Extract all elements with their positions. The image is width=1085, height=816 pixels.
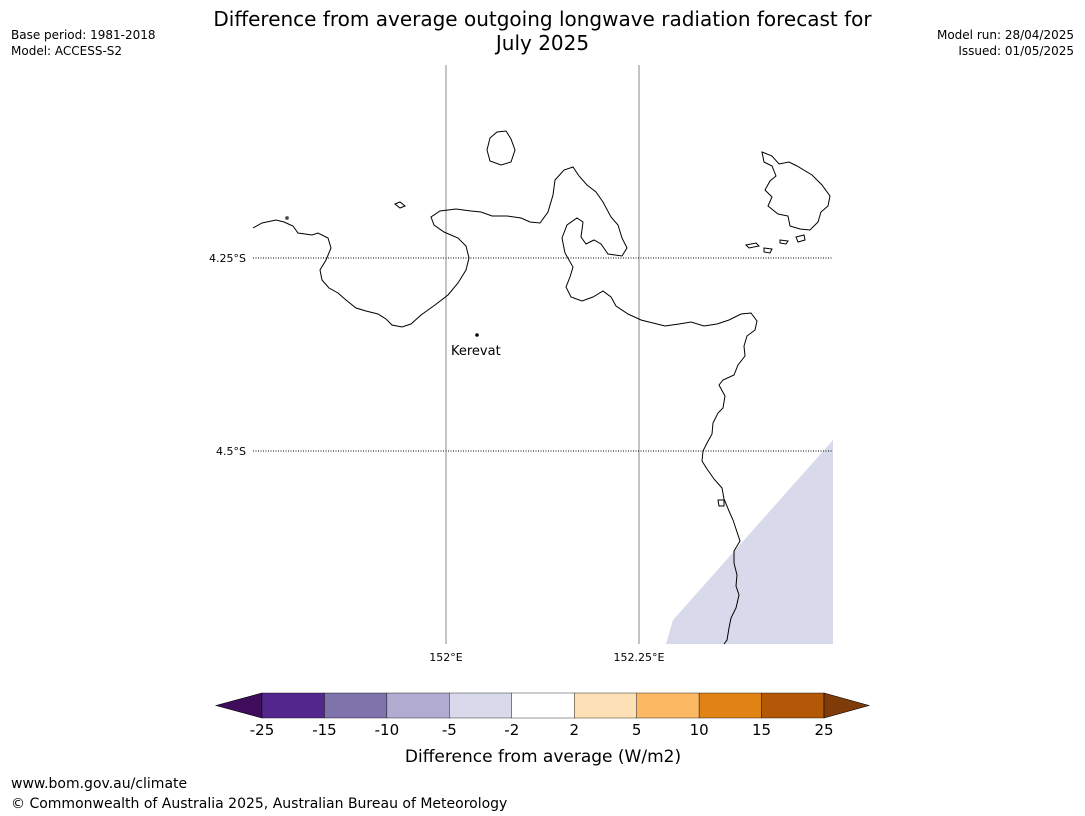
colorbar-tick-label: -15 xyxy=(312,721,337,739)
colorbar-segment xyxy=(449,692,512,719)
chart-title: Difference from average outgoing longwav… xyxy=(0,7,1085,55)
colorbar-segment xyxy=(511,692,575,719)
colorbar-segment xyxy=(261,692,325,719)
colorbar-tick-label: 15 xyxy=(752,721,771,739)
colorbar-tick-label: 5 xyxy=(632,721,642,739)
colorbar-segment xyxy=(761,692,825,719)
title-line-1: Difference from average outgoing longwav… xyxy=(213,7,872,31)
footer-url[interactable]: www.bom.gov.au/climate xyxy=(11,776,188,792)
islet-small-1 xyxy=(394,201,406,209)
model-name: Model: ACCESS-S2 xyxy=(11,44,123,58)
kerevat-label: Kerevat xyxy=(451,344,501,359)
colorbar-segment xyxy=(386,692,450,719)
kerevat-marker xyxy=(475,333,479,337)
colorbar-tick-label: 25 xyxy=(814,721,833,739)
islet-northeast-2 xyxy=(763,247,773,254)
lon-label-152: 152°E xyxy=(429,651,462,664)
lat-label-4-5: 4.5°S xyxy=(216,445,246,458)
colorbar-extend-high xyxy=(823,692,871,719)
colorbar-segment xyxy=(698,692,762,719)
metadata-left: Base period: 1981-2018 Model: ACCESS-S2 xyxy=(11,27,156,59)
coastline xyxy=(252,130,831,645)
colorbar-segment xyxy=(636,692,700,719)
colorbar-segment xyxy=(574,692,637,719)
colorbar-extend-low xyxy=(214,692,263,719)
model-run: Model run: 28/04/2025 xyxy=(936,28,1074,42)
island-northeast xyxy=(761,151,831,231)
metadata-right: Model run: 28/04/2025 Issued: 01/05/2025 xyxy=(937,27,1074,59)
island-north xyxy=(486,130,516,166)
colorbar-tick-label: -25 xyxy=(250,721,275,739)
base-period: Base period: 1981-2018 xyxy=(11,28,156,42)
islet-northeast-3 xyxy=(779,239,789,245)
colorbar-tick-label: 2 xyxy=(569,721,579,739)
anomaly-shaded-region xyxy=(666,440,833,644)
colorbar-tick-label: -2 xyxy=(504,721,519,739)
footer-copyright: © Commonwealth of Australia 2025, Austra… xyxy=(11,796,508,812)
colorbar-tick-label: 10 xyxy=(690,721,709,739)
islet-east-coast xyxy=(717,499,725,507)
coastline-main xyxy=(252,166,758,645)
islet-northeast-4 xyxy=(795,234,806,243)
colorbar: -25 -15 -10 -5 -2 2 5 10 15 25 xyxy=(214,692,871,739)
islet-northeast-1 xyxy=(744,242,761,249)
issued-date: Issued: 01/05/2025 xyxy=(958,44,1074,58)
colorbar-label: Difference from average (W/m2) xyxy=(405,747,681,767)
lat-label-4-25: 4.25°S xyxy=(209,252,246,265)
colorbar-tick-label: -10 xyxy=(375,721,400,739)
colorbar-segment xyxy=(324,692,388,719)
colorbar-tick-label: -5 xyxy=(442,721,457,739)
lon-label-152-25: 152.25°E xyxy=(614,651,665,664)
title-line-2: July 2025 xyxy=(495,31,590,55)
islet-dot xyxy=(285,216,289,220)
